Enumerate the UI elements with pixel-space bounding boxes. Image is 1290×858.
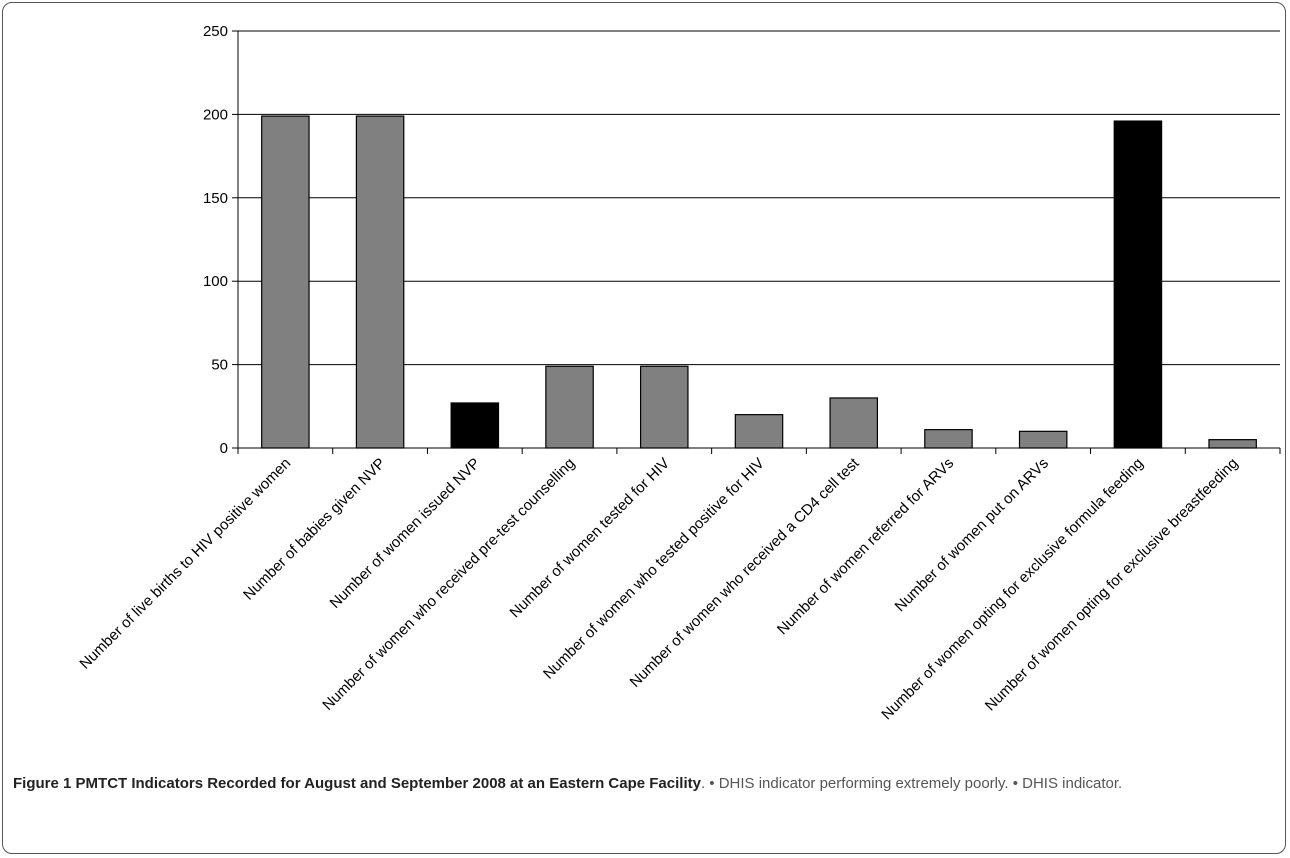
y-tick-label: 200 [203,106,228,123]
bar [829,397,879,449]
gridlines [238,30,1280,366]
caption-title: PMTCT Indicators Recorded for August and… [75,775,701,792]
bar [450,402,500,449]
bar-chart: 0 50 100 150 200 250 Number of live births to… [76,23,1281,723]
y-tick-label: 150 [203,190,228,207]
caption-text: . • DHIS indicator performing extremely … [700,775,1123,792]
x-category-label: Number of women put on ARVs [892,455,1052,615]
y-tick-labels: 0 50 100 150 200 250 [203,23,228,457]
x-category-label: Number of live births to HIV positive wo… [76,455,294,673]
y-tick-label: 0 [220,440,228,457]
x-category-labels: Number of live births to HIV positive wo… [76,454,1241,723]
bar [639,365,689,449]
bar [1018,430,1068,449]
axes [232,30,1281,454]
figure-caption: Figure 1 PMTCT Indicators Recorded for A… [13,773,1275,795]
bar [261,115,310,449]
bar [734,414,784,449]
x-category-label: Number of women tested for HIV [507,455,673,621]
y-tick-label: 100 [203,273,228,290]
y-tick-label: 250 [203,23,228,40]
bar [1208,439,1257,449]
bar [1113,120,1163,449]
bars [261,115,1257,449]
y-tick-label: 50 [211,357,228,374]
x-category-label: Number of women issued NVP [327,455,484,612]
x-category-label: Number of women who tested positive for … [540,455,768,683]
caption-label: Figure 1 [13,775,72,792]
bar [545,365,594,449]
bar [924,429,973,449]
bar [355,115,405,449]
x-category-label: Number of women referred for ARVs [774,455,957,638]
